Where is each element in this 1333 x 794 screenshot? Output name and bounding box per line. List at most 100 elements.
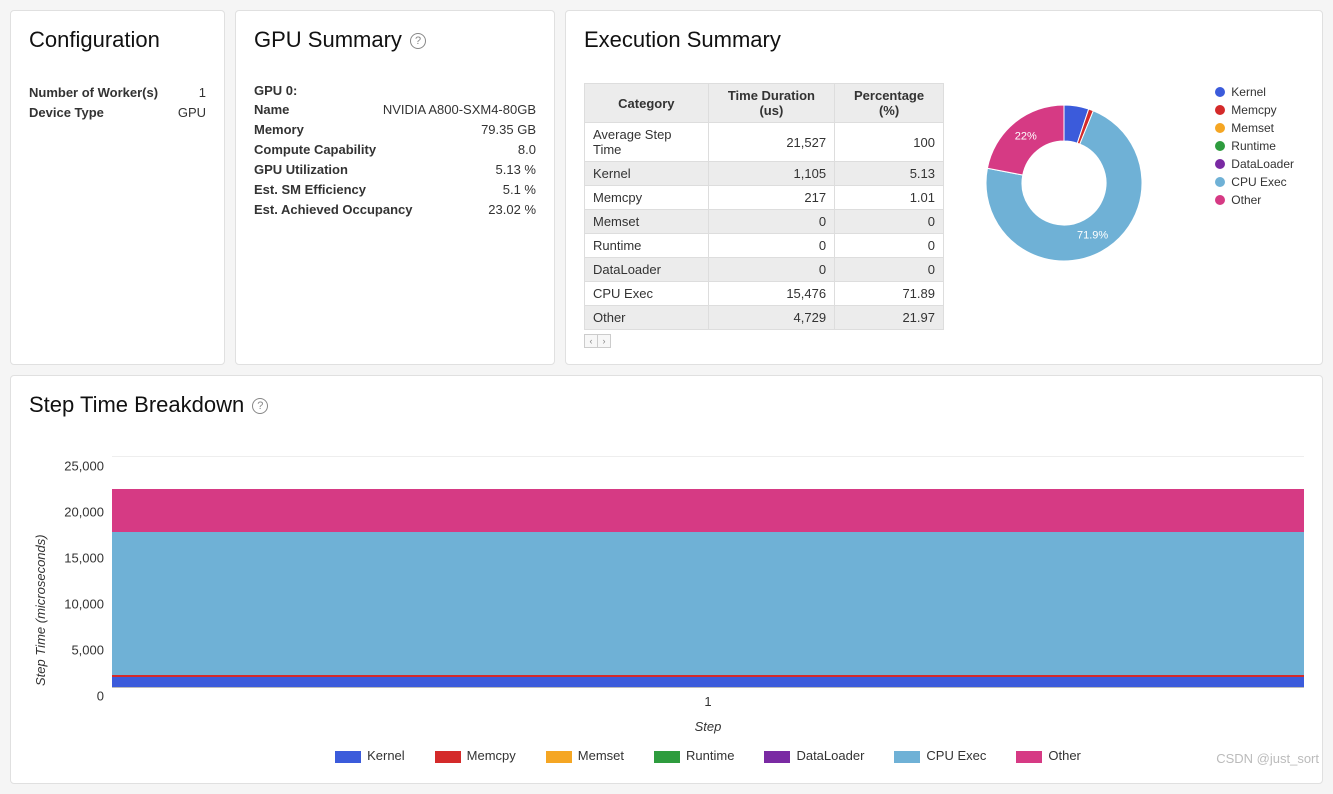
configuration-panel: Configuration Number of Worker(s)1Device… xyxy=(10,10,225,365)
legend-swatch xyxy=(435,751,461,763)
help-icon[interactable]: ? xyxy=(252,398,268,414)
table-cell: 1.01 xyxy=(835,186,944,210)
table-row: Other4,72921.97 xyxy=(585,306,944,330)
gpu-value: 79.35 GB xyxy=(481,120,536,140)
table-cell: Other xyxy=(585,306,709,330)
donut-legend: KernelMemcpyMemsetRuntimeDataLoaderCPU E… xyxy=(1215,83,1304,209)
legend-item[interactable]: DataLoader xyxy=(1215,155,1294,173)
execution-summary-title: Execution Summary xyxy=(584,27,1304,53)
legend-label: Runtime xyxy=(1231,137,1276,155)
config-value: 1 xyxy=(199,83,206,103)
pager-next-icon[interactable]: › xyxy=(597,334,611,348)
ytick-label: 5,000 xyxy=(71,643,104,658)
xtick-label: 1 xyxy=(704,694,711,709)
table-row: CPU Exec15,47671.89 xyxy=(585,282,944,306)
config-label: Device Type xyxy=(29,103,104,123)
legend-item[interactable]: Runtime xyxy=(654,748,734,763)
table-row: Average Step Time21,527100 xyxy=(585,123,944,162)
legend-item[interactable]: Memcpy xyxy=(435,748,516,763)
pager-prev-icon[interactable]: ‹ xyxy=(584,334,598,348)
config-row: Device TypeGPU xyxy=(29,103,206,123)
table-cell: Runtime xyxy=(585,234,709,258)
legend-item[interactable]: Runtime xyxy=(1215,137,1294,155)
ytick-label: 15,000 xyxy=(64,551,104,566)
legend-item[interactable]: CPU Exec xyxy=(894,748,986,763)
table-cell: Memcpy xyxy=(585,186,709,210)
execution-table: CategoryTime Duration (us)Percentage (%)… xyxy=(584,83,944,330)
legend-label: Other xyxy=(1231,191,1261,209)
gpu-summary-list: NameNVIDIA A800-SXM4-80GBMemory79.35 GBC… xyxy=(254,100,536,220)
table-cell: 217 xyxy=(708,186,834,210)
legend-item[interactable]: Kernel xyxy=(335,748,405,763)
legend-label: Runtime xyxy=(686,748,734,763)
bar-segment-cpu-exec[interactable] xyxy=(112,532,1304,674)
table-cell: 0 xyxy=(835,234,944,258)
config-label: Number of Worker(s) xyxy=(29,83,158,103)
table-row: DataLoader00 xyxy=(585,258,944,282)
gpu-row: GPU Utilization5.13 % xyxy=(254,160,536,180)
legend-swatch xyxy=(1215,159,1225,169)
table-cell: 0 xyxy=(835,258,944,282)
configuration-title: Configuration xyxy=(29,27,206,53)
legend-swatch xyxy=(1016,751,1042,763)
legend-swatch xyxy=(1215,195,1225,205)
exec-col-header: Category xyxy=(585,84,709,123)
legend-swatch xyxy=(764,751,790,763)
execution-summary-panel: Execution Summary CategoryTime Duration … xyxy=(565,10,1323,365)
gpu-row: Est. Achieved Occupancy 23.02 % xyxy=(254,200,536,220)
gpu-value: 8.0 xyxy=(518,140,536,160)
stacked-bar-plot xyxy=(112,458,1304,688)
gpu-summary-panel: GPU Summary ? GPU 0: NameNVIDIA A800-SXM… xyxy=(235,10,555,365)
legend-item[interactable]: Memcpy xyxy=(1215,101,1294,119)
legend-swatch xyxy=(1215,105,1225,115)
gpu-label: Est. SM Efficiency xyxy=(254,180,366,200)
legend-label: DataLoader xyxy=(796,748,864,763)
config-row: Number of Worker(s) 1 xyxy=(29,83,206,103)
bar-segment-kernel[interactable] xyxy=(112,677,1304,687)
table-cell: Kernel xyxy=(585,162,709,186)
x-axis-label: Step xyxy=(112,719,1304,734)
ytick-label: 10,000 xyxy=(64,597,104,612)
gpu-summary-title: GPU Summary ? xyxy=(254,27,536,53)
legend-swatch xyxy=(1215,87,1225,97)
table-cell: 4,729 xyxy=(708,306,834,330)
legend-item[interactable]: CPU Exec xyxy=(1215,173,1294,191)
legend-item[interactable]: Kernel xyxy=(1215,83,1294,101)
ytick-label: 0 xyxy=(97,689,104,704)
legend-swatch xyxy=(894,751,920,763)
exec-col-header: Percentage (%) xyxy=(835,84,944,123)
table-row: Memcpy2171.01 xyxy=(585,186,944,210)
table-cell: DataLoader xyxy=(585,258,709,282)
gpu-row: Est. SM Efficiency5.1 % xyxy=(254,180,536,200)
ytick-label: 20,000 xyxy=(64,505,104,520)
gpu-row: Memory79.35 GB xyxy=(254,120,536,140)
step-breakdown-title: Step Time Breakdown ? xyxy=(29,392,1304,418)
execution-donut-chart: 71.9%22% xyxy=(964,83,1164,283)
gpu-row: NameNVIDIA A800-SXM4-80GB xyxy=(254,100,536,120)
table-cell: 0 xyxy=(708,258,834,282)
donut-label: 22% xyxy=(1015,131,1037,143)
legend-item[interactable]: Other xyxy=(1215,191,1294,209)
table-cell: CPU Exec xyxy=(585,282,709,306)
legend-item[interactable]: Memset xyxy=(546,748,624,763)
legend-swatch xyxy=(1215,123,1225,133)
gpu-summary-title-text: GPU Summary xyxy=(254,27,402,52)
gpu-value: 23.02 % xyxy=(488,200,536,220)
table-row: Runtime00 xyxy=(585,234,944,258)
legend-label: Memcpy xyxy=(467,748,516,763)
legend-item[interactable]: Other xyxy=(1016,748,1081,763)
legend-label: CPU Exec xyxy=(1231,173,1286,191)
help-icon[interactable]: ? xyxy=(410,33,426,49)
step-breakdown-panel: Step Time Breakdown ? Step Time (microse… xyxy=(10,375,1323,784)
legend-item[interactable]: Memset xyxy=(1215,119,1294,137)
table-cell: Memset xyxy=(585,210,709,234)
table-cell: 21.97 xyxy=(835,306,944,330)
gpu-label: Est. Achieved Occupancy xyxy=(254,200,412,220)
legend-label: Memcpy xyxy=(1231,101,1276,119)
gpu-row: Compute Capability8.0 xyxy=(254,140,536,160)
table-pager[interactable]: ‹› xyxy=(584,332,944,348)
table-cell: 1,105 xyxy=(708,162,834,186)
bar-segment-other[interactable] xyxy=(112,489,1304,533)
legend-item[interactable]: DataLoader xyxy=(764,748,864,763)
legend-swatch xyxy=(1215,177,1225,187)
